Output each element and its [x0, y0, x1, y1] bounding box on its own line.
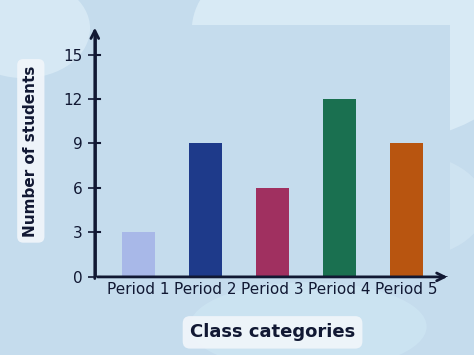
Bar [189, 143, 222, 277]
Text: Number of students: Number of students [23, 65, 38, 236]
Bar [122, 233, 155, 277]
Bar [256, 188, 289, 277]
Bar [323, 99, 356, 277]
Text: Class categories: Class categories [190, 323, 355, 342]
Bar [390, 143, 423, 277]
